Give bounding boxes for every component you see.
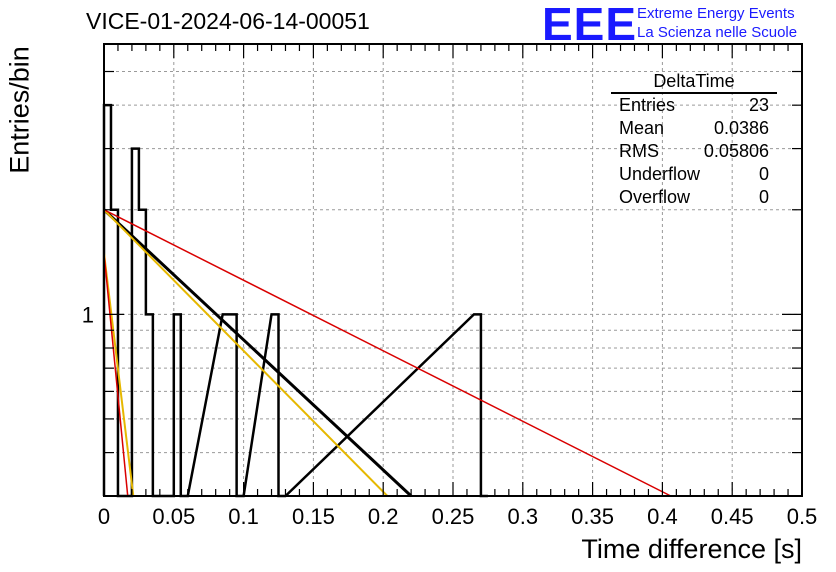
stats-label: Overflow [619,187,691,207]
x-tick-label: 0.2 [368,504,399,529]
stats-value: 0.0386 [713,118,769,138]
x-tick-label: 0 [98,504,110,529]
stats-row-rms: RMS 0.05806 [611,140,777,163]
logo-caption: Extreme Energy Events La Scienza nelle S… [637,4,797,42]
logo-line-1: Extreme Energy Events [637,5,795,22]
stats-box: DeltaTime Entries 23 Mean 0.0386 RMS 0.0… [611,71,777,209]
stats-label: Entries [619,95,676,115]
fit-line [103,209,389,497]
stats-value: 23 [748,95,769,115]
fit-line [102,208,413,498]
x-tick-label: 0.4 [647,504,678,529]
x-tick-label: 0.15 [292,504,335,529]
stats-label: Underflow [619,164,701,184]
x-tick-label: 0.45 [711,504,754,529]
fit-line [103,253,129,497]
stats-value: 0 [758,187,769,207]
x-axis-label: Time difference [s] [581,534,802,564]
logo-line-2: La Scienza nelle Scuole [637,24,798,41]
stats-value: 0 [758,164,769,184]
stats-row-mean: Mean 0.0386 [611,117,777,140]
x-tick-label: 0.1 [228,504,259,529]
histogram-outline [102,103,488,498]
stats-value: 0.05806 [703,141,769,161]
y-axis-label: Entries/bin [4,46,35,174]
chart-title: VICE-01-2024-06-14-00051 [86,8,370,34]
stats-label: Mean [619,118,665,138]
y-tick-label: 1 [82,302,94,327]
stats-row-entries: Entries 23 [611,94,777,117]
x-tick-label: 0.5 [787,504,818,529]
x-tick-label: 0.3 [508,504,539,529]
eee-logo: EEE [542,0,638,50]
fit-line [103,209,672,497]
x-tick-label: 0.35 [571,504,614,529]
stats-row-underflow: Underflow 0 [611,163,777,186]
stats-label: RMS [619,141,659,161]
stats-row-overflow: Overflow 0 [611,186,777,209]
x-tick-label: 0.05 [152,504,195,529]
fit-line [103,253,135,497]
stats-title: DeltaTime [611,71,777,94]
x-tick-label: 0.25 [432,504,475,529]
